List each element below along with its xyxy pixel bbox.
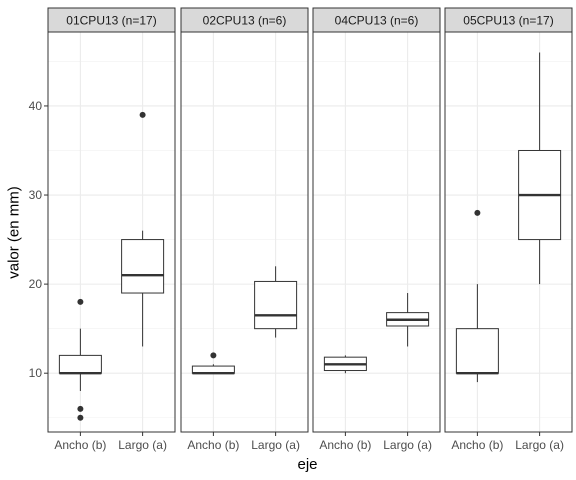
x-tick-label: Largo (a): [515, 438, 564, 452]
x-tick-label: Ancho (b): [54, 438, 106, 452]
boxplot: [121, 111, 165, 347]
boxplot: [518, 52, 562, 285]
panel-border: [180, 31, 309, 433]
facet-title: 01CPU13 (n=17): [66, 14, 156, 28]
x-tick-label: Largo (a): [118, 438, 167, 452]
facet-panel: 04CPU13 (n=6) Ancho (b) Largo (a): [312, 7, 441, 452]
y-axis-title: valor (en mm): [6, 186, 23, 279]
panel-background: [313, 32, 440, 432]
facet-panel: 05CPU13 (n=17) Ancho (b) Largo (a): [444, 7, 573, 452]
outlier-point: [474, 209, 481, 216]
facet-strip: [180, 7, 309, 33]
y-tick-label: 30: [29, 188, 43, 202]
x-tick-label: Largo (a): [251, 438, 300, 452]
box: [455, 328, 499, 374]
outlier-point: [77, 405, 84, 412]
x-tick-label: Largo (a): [383, 438, 432, 452]
facet-panel: 02CPU13 (n=6) Ancho (b) Largo (a): [180, 7, 309, 452]
outlier-point: [77, 298, 84, 305]
boxplot: [254, 266, 298, 338]
facet-strip: [444, 7, 573, 33]
outlier-point: [210, 352, 217, 359]
facet-panel: 01CPU13 (n=17) Ancho (b) Largo (a): [47, 7, 176, 452]
x-tick-label: Ancho (b): [319, 438, 371, 452]
facet-title: 04CPU13 (n=6): [335, 14, 419, 28]
panel-border: [47, 31, 176, 433]
panel-border: [444, 31, 573, 433]
boxplot: [323, 355, 367, 374]
boxplot: [386, 293, 430, 347]
boxplot: [455, 209, 499, 383]
y-axis: 10 20 30 40: [29, 99, 48, 380]
y-tick-label: 40: [29, 99, 43, 113]
box: [58, 354, 102, 374]
facet-panels: 01CPU13 (n=17)Ancho (b) Largo (a)02CPU13 …: [47, 7, 573, 452]
panel-background: [181, 32, 308, 432]
facet-strip: [47, 7, 176, 33]
boxplot: [191, 352, 235, 375]
box: [121, 239, 165, 294]
facet-title: 05CPU13 (n=17): [463, 14, 553, 28]
outlier-point: [77, 414, 84, 421]
x-axis-title: eje: [297, 456, 317, 473]
x-tick-label: Ancho (b): [187, 438, 239, 452]
box: [254, 280, 298, 330]
panel-border: [312, 31, 441, 433]
x-tick-label: Ancho (b): [451, 438, 503, 452]
facet-title: 02CPU13 (n=6): [203, 14, 287, 28]
y-tick-label: 10: [29, 366, 43, 380]
y-tick-label: 20: [29, 277, 43, 291]
boxplot: [58, 298, 102, 421]
outlier-point: [139, 111, 146, 118]
